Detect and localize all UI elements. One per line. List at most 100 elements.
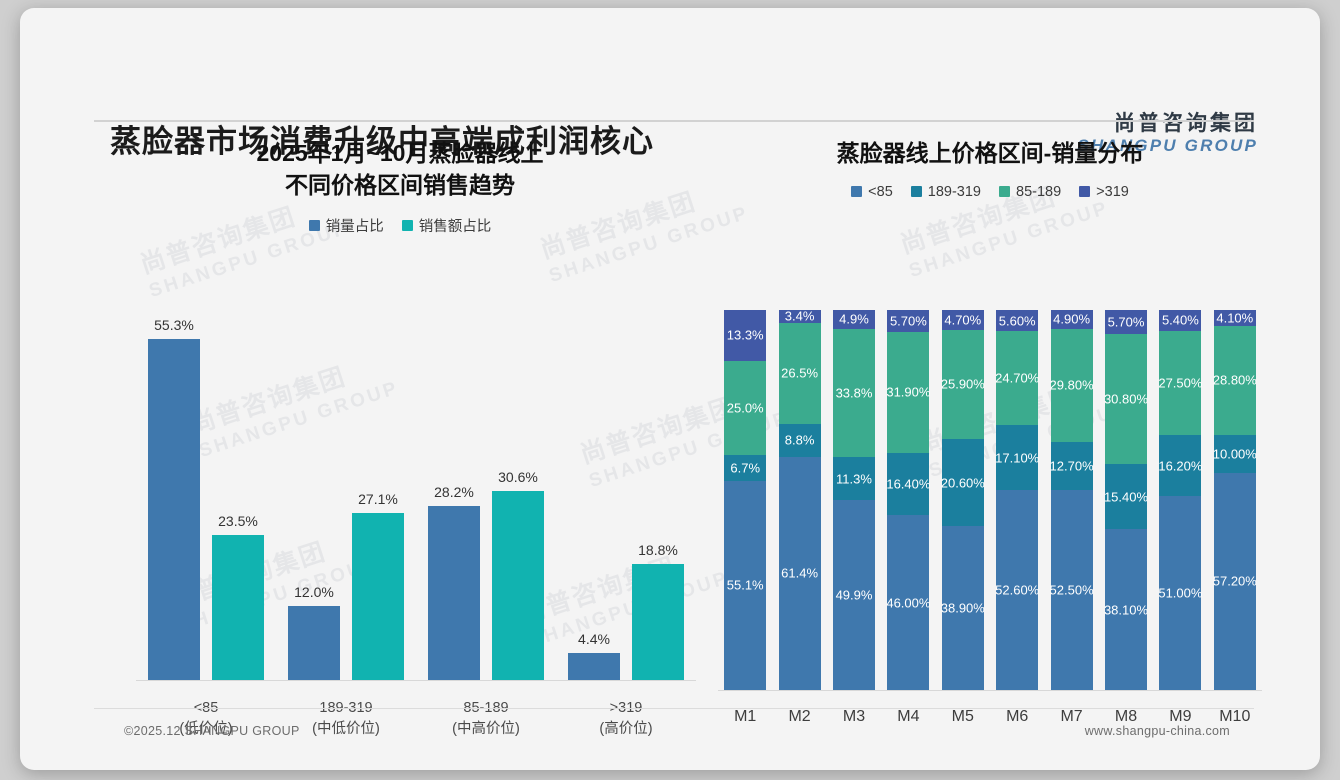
stacked-bar-value-label: 3.4% [784, 310, 815, 324]
stacked-bar-segment[interactable]: 17.10% [995, 425, 1039, 491]
stacked-bar-column[interactable]: 13.3% 25.0% 6.7% 55.1% [724, 310, 767, 690]
legend-swatch-icon [910, 186, 922, 198]
stacked-bar-value-label: 16.40% [886, 476, 931, 492]
bar[interactable] [148, 338, 200, 680]
right-legend-item[interactable]: >319 [1079, 184, 1129, 200]
slide-header: 蒸脸器市场消费升级中高端成利润核心 尚普咨询集团 SHANGPU GROUP [20, 56, 1320, 159]
x-axis-tick-sub: (中低价位) [312, 721, 380, 738]
bar[interactable] [632, 564, 684, 680]
stacked-bar-segment[interactable]: 24.70% [995, 331, 1039, 426]
bar[interactable] [288, 606, 340, 680]
stacked-bar-segment[interactable]: 46.00% [886, 515, 930, 690]
x-axis-tick-label: M9 [1169, 708, 1192, 725]
stacked-bar-segment[interactable]: 4.10% [1213, 310, 1256, 326]
stacked-bar-column[interactable]: 5.40% 27.50% 16.20% 51.00% [1158, 310, 1202, 690]
stacked-bar-segment[interactable]: 16.40% [886, 452, 931, 516]
stacked-bar-segment[interactable]: 51.00% [1158, 496, 1202, 690]
stacked-bar-segment[interactable]: 5.70% [887, 310, 930, 332]
stacked-bar-segment[interactable]: 49.9% [833, 500, 875, 690]
stacked-bar-column[interactable]: 4.10% 28.80% 10.00% 57.20% [1213, 310, 1257, 690]
stacked-bar-segment[interactable]: 29.80% [1050, 328, 1094, 443]
stacked-bar-value-label: 55.1% [726, 577, 764, 593]
stacked-bar-column[interactable]: 4.9% 33.8% 11.3% 49.9% [833, 310, 875, 690]
bar-group: 55.3% 23.5% [136, 310, 276, 680]
stacked-bar-segment[interactable]: 5.60% [996, 310, 1039, 332]
bar-value-label: 28.2% [434, 484, 474, 501]
stacked-bar-segment[interactable]: 5.40% [1159, 310, 1202, 331]
stacked-bar-segment[interactable]: 61.4% [778, 456, 821, 690]
bar-column[interactable]: 55.3% [148, 310, 200, 680]
bar-value-label: 23.5% [218, 513, 258, 530]
stacked-bar-segment[interactable]: 25.0% [724, 360, 767, 456]
left-legend-item[interactable]: 销售额占比 [401, 215, 491, 236]
stacked-bar-segment[interactable]: 16.20% [1158, 434, 1202, 497]
stacked-bar-segment[interactable]: 4.70% [941, 310, 984, 330]
bar[interactable] [492, 491, 544, 680]
stacked-bar-column[interactable]: 5.70% 30.80% 15.40% 38.10% [1103, 310, 1149, 690]
stacked-bar-value-label: 5.60% [998, 313, 1036, 329]
x-axis-tick-sub: (低价位) [179, 721, 233, 738]
stacked-bar-segment[interactable]: 52.50% [1050, 490, 1094, 690]
stacked-bar-segment[interactable]: 13.3% [724, 310, 767, 361]
bar-column[interactable]: 18.8% [632, 310, 684, 680]
bar[interactable] [428, 506, 480, 680]
bar-column[interactable]: 23.5% [212, 310, 264, 680]
bar-column[interactable]: 30.6% [492, 310, 544, 680]
x-axis-tick-label: M10 [1219, 708, 1251, 725]
right-legend-item[interactable]: 85-189 [999, 184, 1061, 200]
stacked-bar-segment[interactable]: 52.60% [995, 490, 1039, 690]
stacked-bar-segment[interactable]: 55.1% [724, 480, 767, 690]
stacked-bar-segment[interactable]: 12.70% [1050, 442, 1094, 491]
stacked-bar-plot-area: 13.3% 25.0% 6.7% 55.1% 3.4% 26.5% 8.8% 61.4% 4.9… [718, 310, 1262, 691]
left-chart-legend: 销量占比 销售额占比 [90, 215, 710, 236]
x-axis-tick-label: 85-189 (中高价位) [416, 698, 556, 740]
stacked-bar-segment[interactable]: 33.8% [833, 328, 875, 458]
stacked-bar-segment[interactable]: 4.9% [833, 310, 875, 329]
stacked-bar-segment[interactable]: 38.90% [941, 525, 985, 690]
stacked-bar-segment[interactable]: 10.00% [1213, 434, 1257, 473]
stacked-bar-segment[interactable]: 5.70% [1105, 310, 1147, 335]
stacked-bar-segment[interactable]: 25.90% [941, 329, 985, 440]
stacked-bar-column[interactable]: 5.60% 24.70% 17.10% 52.60% [995, 310, 1039, 690]
stacked-bar-segment[interactable]: 31.90% [886, 331, 930, 453]
stacked-bar-segment[interactable]: 38.10% [1103, 529, 1149, 690]
stacked-bar-column[interactable]: 4.90% 29.80% 12.70% 52.50% [1050, 310, 1094, 690]
header-divider [94, 120, 1254, 122]
x-axis-tick-label: M3 [842, 708, 866, 725]
footer-copyright: ©2025.12 SHANGPU GROUP [124, 724, 300, 738]
stacked-bar-segment[interactable]: 30.80% [1104, 334, 1148, 465]
stacked-bar-segment[interactable]: 3.4% [778, 310, 821, 324]
left-legend-item[interactable]: 销量占比 [308, 215, 384, 236]
bar-column[interactable]: 27.1% [352, 310, 404, 680]
bar-column[interactable]: 12.0% [288, 310, 340, 680]
bar-column[interactable]: 4.4% [568, 310, 620, 680]
stacked-bar-segment[interactable]: 6.7% [724, 455, 767, 481]
stacked-bar-segment[interactable]: 4.90% [1050, 310, 1093, 329]
stacked-bar-value-label: 11.3% [836, 471, 872, 487]
stacked-bar-column[interactable]: 3.4% 26.5% 8.8% 61.4% [778, 310, 821, 690]
stacked-bar-value-label: 5.70% [889, 313, 927, 329]
stacked-bar-segment[interactable]: 27.50% [1158, 330, 1202, 435]
stacked-bar-segment[interactable]: 20.60% [941, 439, 985, 526]
stacked-bar-value-label: 38.10% [1103, 602, 1149, 618]
bar[interactable] [568, 652, 620, 680]
stacked-bar-segment[interactable]: 11.3% [833, 457, 875, 501]
stacked-bar-segment[interactable]: 15.40% [1104, 464, 1148, 530]
stacked-bar-segment[interactable]: 57.20% [1213, 472, 1257, 690]
bar-column[interactable]: 28.2% [428, 310, 480, 680]
right-legend-item[interactable]: <85 [851, 184, 893, 200]
bar[interactable] [212, 535, 264, 680]
right-legend-item[interactable]: 189-319 [910, 184, 981, 200]
right-chart-title-text: 蒸脸器线上价格区间-销量分布 [836, 140, 1144, 166]
stacked-bar-segment[interactable]: 28.80% [1213, 325, 1257, 435]
stacked-bar-segment[interactable]: 8.8% [778, 423, 821, 457]
bar[interactable] [352, 512, 404, 680]
stacked-bar-column[interactable]: 4.70% 25.90% 20.60% 38.90% [941, 310, 985, 690]
right-chart-panel: 蒸脸器线上价格区间-销量分布 <85 189-319 85-189 >319 13.3… [710, 138, 1270, 725]
stacked-bar-segment[interactable]: 26.5% [778, 322, 821, 424]
stacked-bar-column[interactable]: 5.70% 31.90% 16.40% 46.00% [886, 310, 931, 690]
left-chart-title-line2: 不同价格区间销售趋势 [285, 171, 515, 198]
bar-value-label: 12.0% [294, 584, 334, 600]
grouped-bar-chart: 55.3% 23.5% 12.0% 27.1% 28.2% 30.6% 4.4% 18.8% … [90, 310, 710, 770]
logo-text-en: SHANGPU GROUP [1077, 136, 1258, 156]
